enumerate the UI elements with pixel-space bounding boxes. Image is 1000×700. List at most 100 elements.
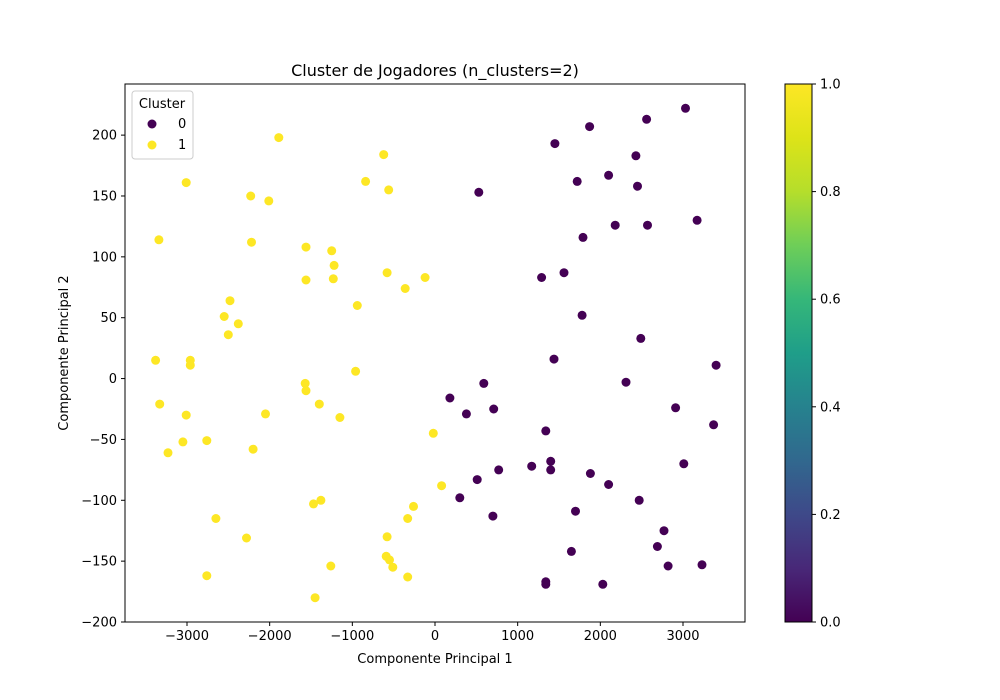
legend-box — [131, 90, 194, 160]
scatter-point-cluster-1 — [178, 437, 188, 447]
scatter-point-cluster-0 — [598, 579, 608, 589]
scatter-point-cluster-0 — [604, 170, 614, 180]
scatter-point-cluster-0 — [527, 461, 537, 471]
scatter-point-cluster-1 — [316, 495, 326, 505]
y-tick-label: −200 — [81, 616, 117, 631]
scatter-point-cluster-0 — [663, 561, 673, 571]
scatter-point-cluster-1 — [384, 185, 394, 195]
scatter-point-cluster-0 — [571, 506, 580, 516]
scatter-point-cluster-0 — [634, 495, 644, 505]
scatter-point-cluster-0 — [559, 268, 569, 278]
scatter-point-cluster-1 — [329, 260, 339, 270]
y-tick-label: 0 — [109, 372, 117, 387]
scatter-point-cluster-0 — [671, 403, 681, 413]
scatter-point-cluster-1 — [382, 532, 392, 542]
scatter-point-cluster-1 — [409, 501, 418, 511]
legend-marker-cluster-1 — [147, 140, 157, 150]
points-layer — [151, 103, 721, 603]
scatter-point-cluster-1 — [300, 378, 310, 388]
scatter-point-cluster-0 — [461, 409, 471, 419]
scatter-point-cluster-0 — [633, 181, 642, 191]
legend: Cluster 0 1 — [131, 90, 194, 160]
scatter-point-cluster-1 — [211, 514, 221, 523]
scatter-point-cluster-1 — [247, 237, 256, 247]
y-tick-label: −150 — [81, 555, 117, 570]
scatter-point-cluster-1 — [246, 191, 256, 201]
scatter-point-cluster-1 — [233, 319, 243, 329]
scatter-point-cluster-1 — [185, 360, 195, 370]
scatter-point-cluster-1 — [202, 436, 212, 446]
scatter-point-cluster-1 — [163, 448, 173, 458]
scatter-point-cluster-0 — [697, 560, 707, 570]
scatter-point-cluster-0 — [550, 139, 560, 149]
scatter-point-cluster-1 — [223, 330, 233, 340]
scatter-point-cluster-0 — [577, 310, 587, 320]
scatter-point-cluster-1 — [154, 235, 164, 245]
scatter-point-cluster-1 — [327, 246, 337, 256]
scatter-point-cluster-1 — [403, 572, 413, 582]
scatter-point-cluster-0 — [711, 360, 721, 370]
scatter-point-cluster-1 — [181, 178, 191, 188]
legend-label-cluster-1: 1 — [178, 138, 186, 153]
colorbar-gradient — [784, 83, 813, 623]
x-tick-label: 3000 — [666, 629, 699, 644]
scatter-point-cluster-0 — [566, 546, 576, 556]
scatter-point-cluster-0 — [631, 151, 641, 161]
scatter-point-cluster-0 — [494, 465, 504, 475]
scatter-point-cluster-1 — [385, 555, 394, 565]
scatter-point-cluster-0 — [445, 393, 455, 403]
plot-area — [124, 83, 746, 623]
scatter-point-cluster-1 — [301, 242, 311, 252]
scatter-point-cluster-0 — [692, 215, 702, 225]
scatter-point-cluster-0 — [585, 469, 595, 478]
x-tick-label: −1000 — [330, 629, 374, 644]
scatter-point-cluster-1 — [437, 481, 447, 491]
scatter-point-cluster-1 — [382, 268, 392, 278]
scatter-point-cluster-0 — [585, 122, 595, 132]
scatter-point-cluster-0 — [621, 377, 631, 387]
scatter-point-cluster-0 — [549, 354, 559, 364]
colorbar: 0.0 0.2 0.4 0.6 0.8 1.0 — [784, 78, 841, 631]
x-tick-label: 2000 — [584, 629, 617, 644]
x-axis-label: Componente Principal 1 — [357, 652, 512, 667]
y-tick-label: −100 — [81, 494, 117, 509]
scatter-point-cluster-1 — [403, 514, 413, 523]
scatter-point-cluster-1 — [361, 176, 371, 186]
chart-title: Cluster de Jogadores (n_clusters=2) — [291, 61, 579, 81]
scatter-point-cluster-0 — [642, 114, 652, 124]
colorbar-tick-label: 0.2 — [820, 508, 841, 523]
scatter-point-cluster-0 — [572, 176, 582, 186]
scatter-point-cluster-1 — [351, 366, 361, 376]
scatter-point-cluster-1 — [335, 413, 345, 422]
scatter-point-cluster-1 — [155, 399, 165, 409]
scatter-point-cluster-1 — [301, 386, 311, 396]
scatter-point-cluster-1 — [326, 561, 336, 571]
legend-title: Cluster — [139, 97, 186, 112]
scatter-point-cluster-1 — [388, 562, 398, 572]
x-tick-label: 0 — [431, 629, 439, 644]
scatter-point-cluster-0 — [652, 542, 662, 551]
x-tick-label: 1000 — [501, 629, 534, 644]
scatter-point-cluster-0 — [546, 456, 556, 466]
scatter-point-cluster-0 — [488, 511, 498, 521]
scatter-point-cluster-1 — [181, 410, 191, 420]
scatter-point-cluster-0 — [679, 459, 689, 469]
scatter-point-cluster-0 — [709, 420, 719, 430]
scatter-point-cluster-0 — [636, 333, 646, 343]
scatter-point-cluster-0 — [472, 475, 482, 485]
scatter-point-cluster-0 — [489, 404, 499, 414]
scatter-point-cluster-1 — [261, 409, 270, 419]
scatter-point-cluster-0 — [604, 480, 614, 489]
scatter-point-cluster-1 — [309, 499, 318, 509]
scatter-point-cluster-0 — [659, 526, 669, 536]
x-tick-label: −3000 — [165, 629, 209, 644]
y-tick-label: 100 — [92, 250, 117, 265]
scatter-point-cluster-1 — [301, 275, 311, 285]
scatter-point-cluster-0 — [610, 220, 620, 230]
scatter-point-cluster-1 — [379, 150, 389, 160]
scatter-point-cluster-1 — [248, 444, 258, 454]
scatter-point-cluster-1 — [420, 273, 430, 282]
colorbar-tick-label: 0.6 — [820, 293, 841, 308]
scatter-point-cluster-1 — [400, 284, 410, 293]
colorbar-tick-label: 0.4 — [820, 400, 841, 415]
